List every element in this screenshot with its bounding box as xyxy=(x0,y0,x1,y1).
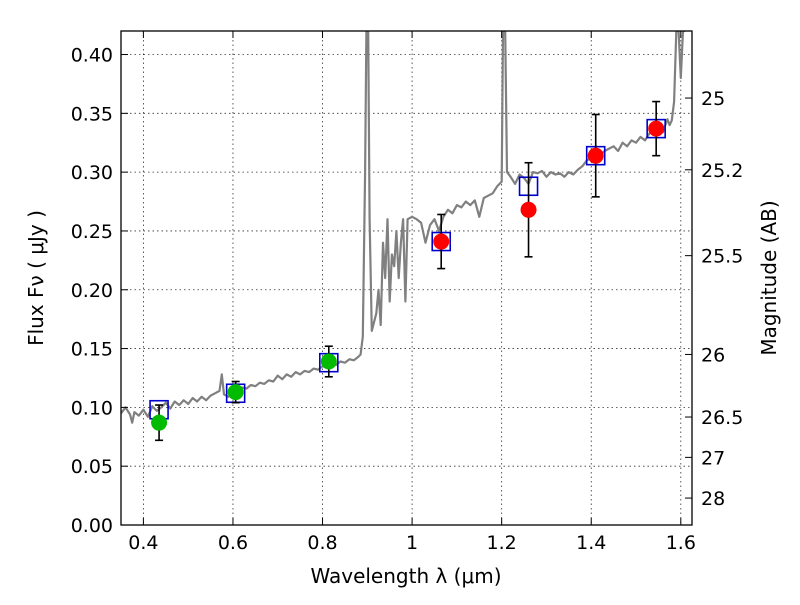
observed-point xyxy=(587,147,604,164)
y-right-axis-title: Magnitude (AB) xyxy=(757,200,781,355)
x-axis-title: Wavelength λ (μm) xyxy=(310,564,501,588)
y-tick-label: 0.35 xyxy=(71,103,113,125)
observed-point xyxy=(433,233,450,250)
observed-point xyxy=(520,201,537,218)
y-tick-label: 0.15 xyxy=(71,339,113,361)
ticks: 0.4 0.6 0.8 1 1.2 1.4 1.6 0.00 0.05 0.10 0.15 0.20 0… xyxy=(71,31,743,554)
y-tick-label: 0.30 xyxy=(71,162,113,184)
y-tick-label: 0.05 xyxy=(71,456,113,478)
y-tick-label: 0.10 xyxy=(71,397,113,419)
x-tick-label: 0.8 xyxy=(307,532,337,554)
y-axis-title: Flux Fν ( μJy ) xyxy=(24,210,48,346)
mag-tick-label: 25.5 xyxy=(701,246,743,268)
mag-tick-label: 25 xyxy=(701,88,725,110)
y-tick-label: 0.20 xyxy=(71,280,113,302)
spectrum-line xyxy=(121,31,686,424)
marks-layer xyxy=(149,100,666,442)
x-tick-label: 0.6 xyxy=(218,532,248,554)
y-tick-label: 0.00 xyxy=(71,515,113,537)
x-tick-label: 1.2 xyxy=(487,532,517,554)
observed-point xyxy=(227,384,244,401)
plot-frame xyxy=(120,30,693,526)
mag-tick-label: 25.2 xyxy=(701,160,743,182)
x-tick-label: 1.6 xyxy=(666,532,696,554)
mag-tick-label: 26.5 xyxy=(701,407,743,429)
observed-point xyxy=(648,120,665,137)
x-tick-label: 1 xyxy=(406,532,418,554)
mag-tick-label: 26 xyxy=(701,344,725,366)
x-tick-label: 0.4 xyxy=(128,532,158,554)
mag-tick-label: 27 xyxy=(701,447,725,469)
mag-tick-label: 28 xyxy=(701,488,725,510)
y-tick-label: 0.25 xyxy=(71,221,113,243)
observed-point xyxy=(151,414,168,431)
x-tick-label: 1.4 xyxy=(576,532,606,554)
y-tick-label: 0.40 xyxy=(71,45,113,67)
observed-point xyxy=(320,353,337,370)
spectrum-layer xyxy=(121,31,686,424)
